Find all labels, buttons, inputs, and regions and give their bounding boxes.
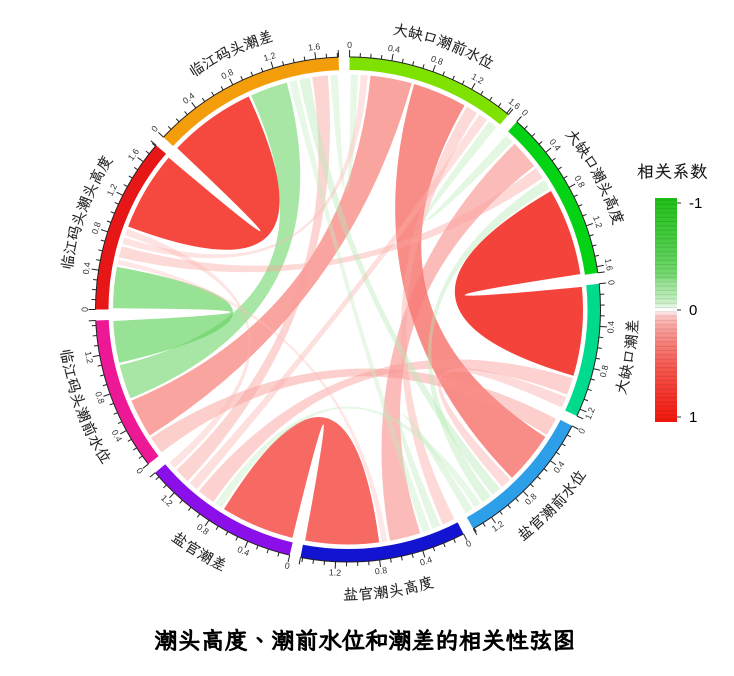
svg-text:1.2: 1.2 <box>262 50 277 63</box>
svg-text:0: 0 <box>284 560 291 571</box>
svg-text:1.2: 1.2 <box>329 567 342 578</box>
svg-text:0: 0 <box>606 280 616 286</box>
svg-text:0: 0 <box>347 40 352 50</box>
svg-text:0.4: 0.4 <box>236 544 251 558</box>
svg-text:0.4: 0.4 <box>419 554 434 567</box>
svg-text:0.4: 0.4 <box>387 43 401 55</box>
svg-text:0.4: 0.4 <box>81 261 93 275</box>
svg-text:1: 1 <box>689 409 697 426</box>
svg-text:1.6: 1.6 <box>603 258 615 272</box>
svg-text:0: 0 <box>464 538 473 549</box>
svg-text:0.8: 0.8 <box>430 53 445 67</box>
svg-text:0: 0 <box>80 307 90 312</box>
svg-text:0.4: 0.4 <box>605 321 616 334</box>
svg-text:1.2: 1.2 <box>83 350 95 364</box>
svg-text:1.2: 1.2 <box>583 406 597 421</box>
svg-text:-1: -1 <box>689 195 702 212</box>
svg-text:0: 0 <box>134 466 145 476</box>
svg-text:1.6: 1.6 <box>307 41 321 52</box>
svg-text:0: 0 <box>520 107 530 118</box>
svg-text:0.8: 0.8 <box>90 221 103 236</box>
svg-text:1.2: 1.2 <box>105 182 119 198</box>
svg-text:0: 0 <box>149 124 160 134</box>
svg-text:0: 0 <box>576 426 587 435</box>
svg-text:1.2: 1.2 <box>591 214 605 229</box>
svg-text:0: 0 <box>689 302 697 319</box>
svg-text:0.8: 0.8 <box>374 565 387 576</box>
svg-text:0.8: 0.8 <box>93 390 107 405</box>
svg-text:0.8: 0.8 <box>598 364 611 378</box>
